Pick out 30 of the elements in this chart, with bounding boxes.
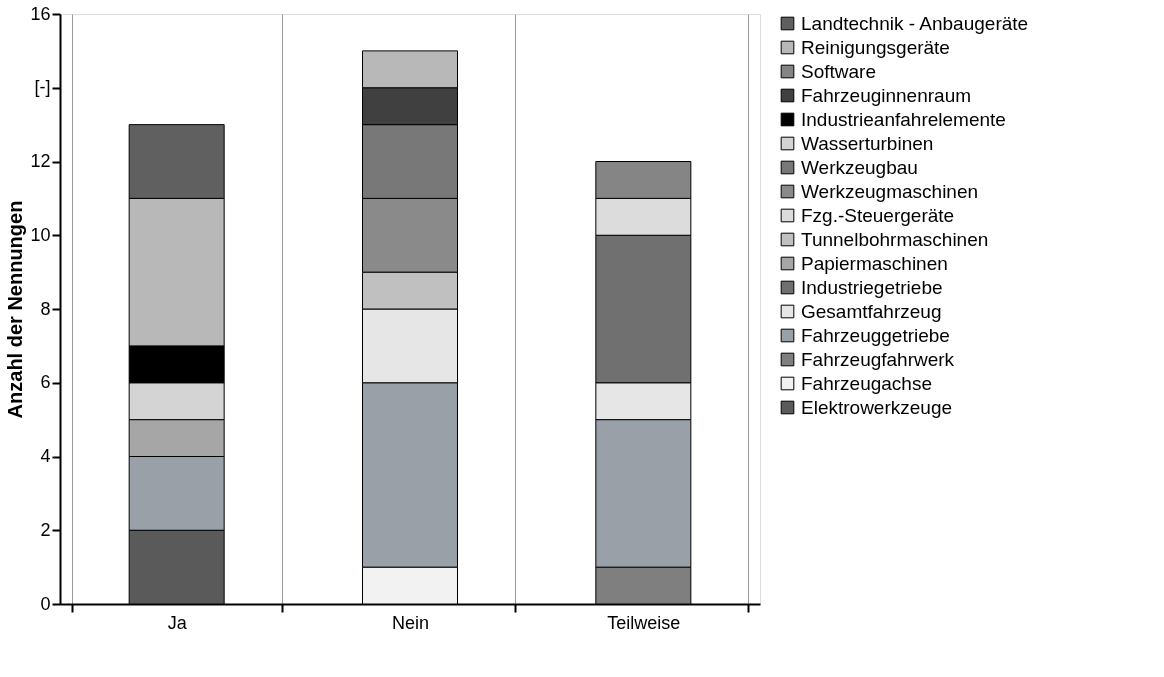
legend-label: Fahrzeuginnenraum [801,84,972,106]
legend-label: Werkzeugbau [801,156,918,178]
y-axis-title: Anzahl der Nennungen [4,200,27,419]
legend-label: Elektrowerkzeuge [801,396,953,418]
legend-label: Werkzeugmaschinen [801,180,979,202]
legend-label: Papiermaschinen [801,252,948,274]
legend-label: Tunnelbohrmaschinen [801,228,989,250]
x-tick-label: Teilweise [607,612,681,633]
legend-label: Wasserturbinen [801,132,934,154]
y-tick-label: 12 [30,151,51,171]
legend-label: Fahrzeugfahrwerk [801,348,955,370]
legend-label: Landtechnik - Anbaugeräte [801,12,1029,34]
y-tick-label: 2 [40,519,51,540]
x-tick-label: Nein [391,612,430,633]
y-tick-label: 0 [40,593,51,614]
legend-label: Reinigungsgeräte [801,36,950,58]
y-tick-label: 6 [40,372,51,393]
legend-label: Industriegetriebe [801,276,943,298]
legend-label: Fahrzeugachse [801,372,932,394]
legend-label: Industrieanfahrelemente [801,108,1006,130]
y-tick-label: 16 [30,3,51,24]
y-tick-label: [-] [34,77,51,98]
y-tick-label: 8 [40,298,51,319]
y-tick-label: 4 [40,446,51,466]
legend-label: Software [801,60,876,82]
x-tick-label: Ja [167,612,188,633]
legend-label: Gesamtfahrzeug [801,300,942,322]
legend-label: Fahrzeuggetriebe [801,324,950,346]
legend-label: Fzg.-Steuergeräte [801,204,955,226]
y-tick-label: 10 [30,224,51,245]
